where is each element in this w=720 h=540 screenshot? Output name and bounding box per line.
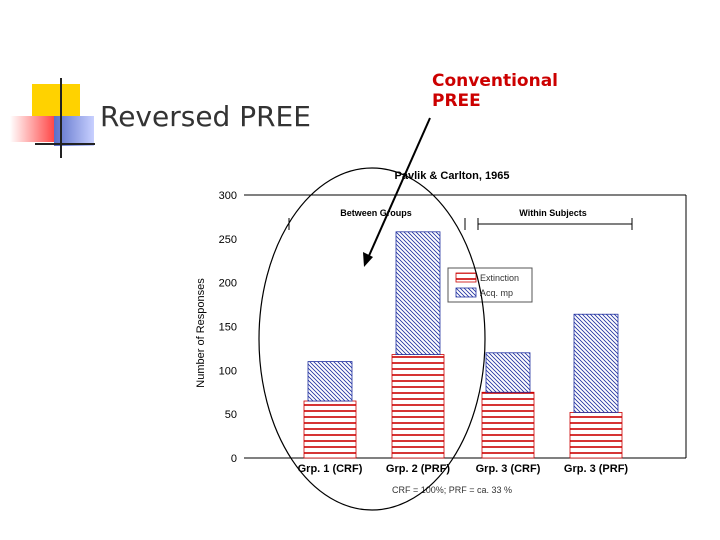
y-tick-label: 0 <box>231 453 237 465</box>
highlight-ellipse <box>258 167 486 511</box>
bar-extinction <box>569 412 623 459</box>
chart-title: Pavlik & Carlton, 1965 <box>395 170 510 182</box>
bar-acquisition <box>573 313 619 413</box>
bar-acquisition <box>485 352 531 393</box>
bar-extinction <box>481 391 535 459</box>
legend-swatch-extinction <box>455 272 477 283</box>
deco-red-square <box>10 116 56 142</box>
bar-extinction <box>303 400 357 459</box>
group-label-within: Within Subjects <box>519 208 586 218</box>
chart-footnote: CRF = 100%; PRF = ca. 33 % <box>392 485 512 495</box>
x-tick-label: Grp. 1 (CRF) <box>298 463 363 475</box>
x-tick-label: Grp. 3 (CRF) <box>476 463 541 475</box>
y-tick-label: 300 <box>219 190 237 202</box>
y-tick-labels: 300 250 200 150 100 50 0 <box>219 190 237 465</box>
bar-acquisition <box>307 361 353 402</box>
group-label-between: Between Groups <box>340 208 412 218</box>
callout-arrowhead <box>363 252 373 267</box>
legend-swatch-acquisition <box>455 287 477 298</box>
y-tick-label: 250 <box>219 234 237 246</box>
deco-vertical-line <box>60 78 62 158</box>
bar-acquisition <box>395 231 441 355</box>
legend-label-acquisition: Acq. mp <box>480 288 513 298</box>
callout-label: Conventional PREE <box>432 71 558 111</box>
y-tick-label: 150 <box>219 322 237 334</box>
legend-label-extinction: Extinction <box>480 273 519 283</box>
y-tick-label: 100 <box>219 365 237 377</box>
deco-horizontal-line <box>35 143 95 145</box>
x-tick-label: Grp. 2 (PRF) <box>386 463 451 475</box>
callout-arrow-line <box>367 117 431 259</box>
callout-line-2: PREE <box>432 91 481 111</box>
x-tick-labels: Grp. 1 (CRF) Grp. 2 (PRF) Grp. 3 (CRF) Grp.… <box>298 463 629 475</box>
bar-marks <box>303 231 623 459</box>
y-tick-label: 200 <box>219 278 237 290</box>
slide-title: Reversed PREE <box>100 100 311 133</box>
y-tick-label: 50 <box>225 409 237 421</box>
y-axis-label: Number of Responses <box>195 278 207 388</box>
bar-extinction <box>391 354 445 459</box>
callout-line-1: Conventional <box>432 71 559 91</box>
x-tick-label: Grp. 3 (PRF) <box>564 463 629 475</box>
